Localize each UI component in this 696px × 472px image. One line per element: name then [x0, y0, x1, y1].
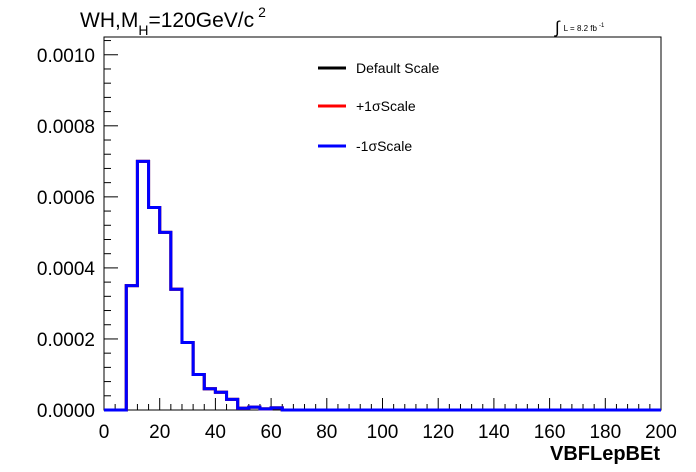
x-tick-label: 60 [261, 422, 282, 443]
x-tick-label: 120 [422, 422, 454, 443]
series-group [104, 159, 661, 412]
y-tick-label: 0.0008 [37, 117, 95, 138]
series-line-0 [104, 159, 661, 412]
x-tick-label: 160 [534, 422, 566, 443]
y-tick-label: 0.0010 [37, 46, 95, 67]
legend-label: Default Scale [356, 60, 439, 76]
legend-label: -1σScale [356, 138, 412, 154]
x-tick-label: 0 [99, 422, 110, 443]
x-tick-label: 140 [478, 422, 510, 443]
x-tick-label: 180 [589, 422, 621, 443]
y-tick-label: 0.0006 [37, 188, 95, 209]
x-tick-label: 20 [149, 422, 170, 443]
series-line-1 [104, 159, 661, 412]
x-tick-label: 100 [367, 422, 399, 443]
x-tick-label: 200 [645, 422, 677, 443]
luminosity-label: ∫ L = 8.2 fb -1 [554, 18, 605, 37]
legend: Default Scale +1σScale -1σScale [318, 60, 439, 154]
series-line-2 [104, 159, 661, 412]
axes: 0 20 40 60 80 100 120 140 160 180 200 0.0000 0.0002 0… [37, 40, 677, 443]
legend-label: +1σScale [356, 98, 416, 114]
x-tick-label: 40 [205, 422, 226, 443]
x-tick-label: 80 [316, 422, 337, 443]
chart-title: WH,MH=120GeV/c 2 [80, 4, 266, 38]
y-tick-label: 0.0000 [37, 401, 95, 422]
plot-frame [103, 36, 662, 411]
y-tick-label: 0.0002 [37, 330, 95, 351]
y-tick-label: 0.0004 [37, 259, 96, 280]
x-axis-label: VBFLepBEt [550, 443, 660, 465]
